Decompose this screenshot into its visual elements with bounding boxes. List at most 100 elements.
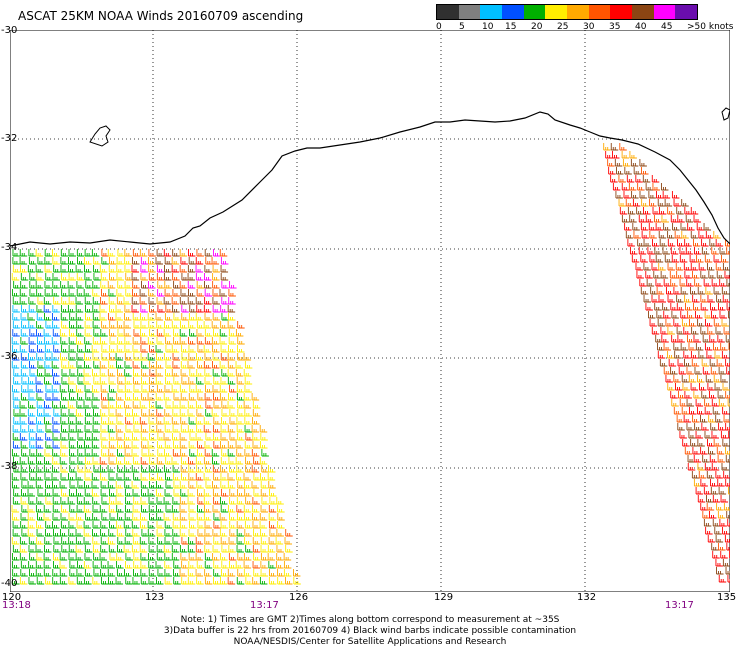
wind-barb <box>43 505 52 513</box>
wind-barb <box>164 553 172 561</box>
wind-barb <box>108 265 117 273</box>
wind-barb <box>221 449 229 457</box>
wind-barb <box>687 455 696 463</box>
wind-barb <box>132 313 141 321</box>
wind-barb <box>139 297 148 305</box>
wind-barb <box>711 247 719 255</box>
wind-barb <box>643 207 651 215</box>
wind-barb <box>13 409 21 417</box>
wind-barb <box>60 433 68 441</box>
wind-barb <box>107 569 116 577</box>
wind-barb <box>28 537 37 545</box>
wind-barb <box>76 329 84 337</box>
legend-swatch <box>437 5 459 19</box>
wind-barb <box>220 353 229 361</box>
wind-barb <box>228 457 236 465</box>
wind-barb <box>100 537 109 545</box>
wind-barb <box>68 489 77 497</box>
wind-barb <box>20 473 28 481</box>
wind-barb <box>156 577 164 585</box>
wind-barb <box>227 505 236 513</box>
wind-barb <box>645 303 653 311</box>
wind-barb <box>718 367 727 375</box>
wind-barb <box>36 417 44 425</box>
wind-barb <box>92 513 100 521</box>
wind-barb <box>252 545 261 553</box>
wind-barb <box>100 521 108 529</box>
wind-barb <box>204 393 213 401</box>
wind-barb <box>29 441 37 449</box>
wind-barb <box>228 545 236 553</box>
wind-barb <box>219 361 228 369</box>
wind-barb <box>52 273 60 281</box>
wind-barb <box>686 367 694 375</box>
wind-barb <box>131 297 140 305</box>
wind-barb <box>139 417 148 425</box>
wind-barb <box>683 263 692 271</box>
wind-barb <box>29 361 37 369</box>
wind-barb <box>635 263 643 271</box>
wind-barb <box>179 505 188 513</box>
wind-barb <box>91 401 100 409</box>
wind-barb <box>43 513 52 521</box>
wind-barb <box>140 265 148 273</box>
wind-barb <box>164 313 173 321</box>
wind-barb <box>36 401 45 409</box>
wind-barb <box>726 247 730 255</box>
wind-barb <box>204 249 213 257</box>
wind-barb <box>29 449 37 457</box>
wind-barb <box>75 265 84 273</box>
wind-barb <box>116 417 124 425</box>
wind-barb <box>68 441 77 449</box>
wind-barb <box>19 345 28 353</box>
wind-barb <box>44 337 52 345</box>
wind-barb <box>68 265 76 273</box>
wind-barb <box>100 385 109 393</box>
wind-barb <box>721 255 729 263</box>
wind-barb <box>75 537 84 545</box>
wind-barb <box>212 505 221 513</box>
wind-barb <box>658 231 667 239</box>
wind-barb <box>51 385 60 393</box>
wind-barb <box>679 279 688 287</box>
wind-barb <box>84 545 93 553</box>
wind-barb <box>713 375 722 383</box>
wind-barb <box>697 463 705 471</box>
wind-barb <box>69 393 77 401</box>
wind-barb <box>677 423 685 431</box>
wind-barb <box>19 553 28 561</box>
wind-barb <box>637 183 645 191</box>
wind-barb <box>99 377 108 385</box>
wind-barb <box>132 577 140 585</box>
wind-barb <box>68 273 77 281</box>
wind-barb <box>37 513 45 521</box>
wind-barb <box>156 505 164 513</box>
wind-barb <box>172 521 181 529</box>
wind-barb <box>235 361 244 369</box>
wind-barb <box>149 433 157 441</box>
wind-barb <box>715 415 723 423</box>
wind-barb <box>632 223 640 231</box>
wind-barb <box>125 417 133 425</box>
wind-barb <box>12 265 21 273</box>
wind-barb <box>631 255 640 263</box>
wind-barb <box>20 369 29 377</box>
wind-barb <box>61 537 69 545</box>
legend-label: 20 <box>531 22 543 32</box>
wind-barb <box>179 329 188 337</box>
wind-barb <box>75 297 84 305</box>
wind-barb <box>149 425 157 433</box>
wind-barb <box>124 249 132 257</box>
wind-barb <box>676 415 685 423</box>
wind-barb <box>716 567 724 575</box>
wind-barb <box>179 569 188 577</box>
wind-barb <box>227 449 236 457</box>
wind-barb <box>180 417 188 425</box>
wind-barb <box>21 489 29 497</box>
wind-barb <box>148 289 156 297</box>
wind-barb <box>173 569 181 577</box>
wind-barb <box>132 529 140 537</box>
wind-barb <box>11 473 20 481</box>
wind-barb <box>219 393 228 401</box>
wind-barb <box>187 425 196 433</box>
